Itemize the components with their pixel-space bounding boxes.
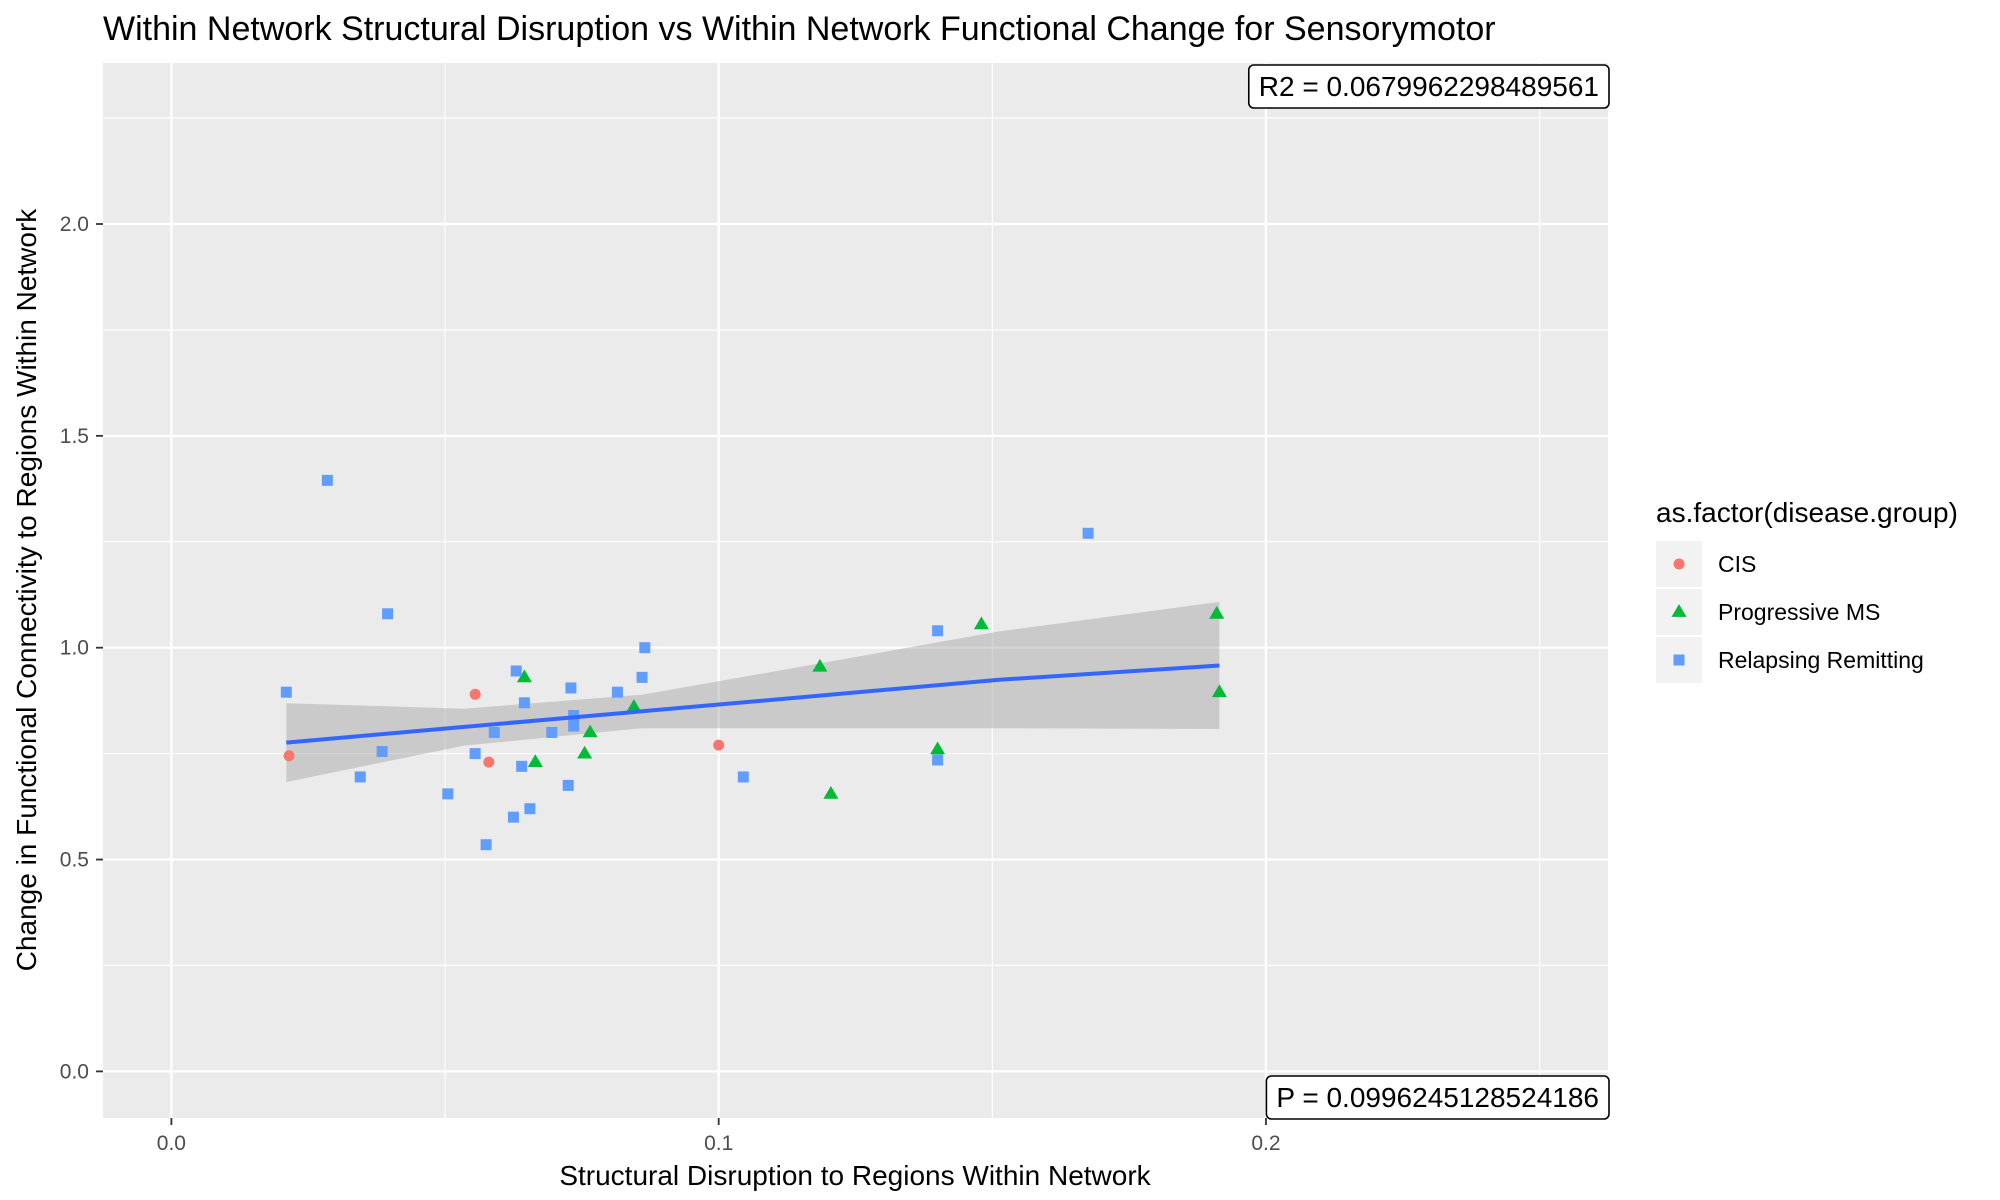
regression-line (286, 663, 1220, 745)
data-point (565, 682, 577, 694)
major-gridlines (103, 63, 1608, 1118)
y-tick-label: 1.0 (60, 637, 89, 660)
legend-key-symbol (1671, 604, 1687, 617)
minor-gridlines (103, 63, 1608, 1118)
p-label-box (1265, 1075, 1610, 1120)
data-point (469, 688, 481, 700)
legend-label: CIS (1718, 551, 1756, 577)
y-tick-label: 0.5 (60, 849, 89, 872)
legend: as.factor(disease.group) CIS Progressive … (1656, 497, 1958, 683)
data-point (577, 745, 593, 759)
data-point (518, 697, 530, 709)
data-point (562, 779, 574, 791)
data-point (546, 726, 558, 738)
data-point (280, 686, 292, 698)
plot-panel (103, 63, 1608, 1118)
y-axis-title: Change in Functional Connectivity to Reg… (11, 208, 42, 972)
data-point (376, 746, 388, 758)
legend-label: Relapsing Remitting (1718, 647, 1924, 673)
data-point (932, 625, 944, 637)
r2-label-box (1247, 64, 1610, 109)
r2-label: R2 = 0.0679962298489561 (1259, 71, 1599, 102)
data-point (626, 699, 642, 712)
legend-key-symbol (1673, 654, 1685, 666)
confidence-band (286, 601, 1220, 782)
x-tick-label: 0.1 (704, 1132, 733, 1155)
y-axis: 0.0 0.5 1.0 1.5 2.0 (60, 213, 103, 1083)
data-point (442, 788, 454, 800)
legend-title: as.factor(disease.group) (1656, 497, 1958, 528)
y-tick-label: 0.0 (60, 1060, 89, 1083)
data-point (516, 760, 528, 772)
data-point (283, 750, 295, 762)
data-point (973, 616, 989, 630)
data-point (524, 803, 536, 815)
legend-key-symbol (1673, 558, 1685, 570)
data-point (611, 686, 623, 698)
p-label: P = 0.0996245128524186 (1276, 1082, 1599, 1113)
data-point (932, 754, 944, 766)
data-point (516, 669, 532, 683)
data-point (354, 771, 366, 783)
data-point (510, 665, 522, 677)
data-point (568, 720, 580, 732)
data-point (823, 786, 839, 799)
x-tick-label: 0.2 (1251, 1132, 1280, 1155)
data-point (737, 771, 749, 783)
data-point (382, 608, 394, 620)
y-tick-label: 1.5 (60, 425, 89, 448)
data-point (527, 754, 543, 767)
x-axis: 0.0 0.1 0.2 (157, 1118, 1281, 1155)
y-tick-label: 2.0 (60, 213, 89, 236)
data-point (1211, 684, 1227, 698)
data-point (1082, 527, 1094, 539)
chart-title: Within Network Structural Disruption vs … (103, 10, 1496, 48)
data-point (469, 748, 481, 760)
data-point (321, 474, 333, 486)
data-point (480, 839, 492, 851)
x-axis-title: Structural Disruption to Regions Within … (559, 1160, 1151, 1191)
data-point (636, 671, 648, 683)
data-point (483, 756, 495, 768)
data-point (713, 739, 725, 751)
legend-label: Progressive MS (1718, 599, 1880, 625)
data-point (930, 741, 946, 755)
data-point (582, 724, 598, 738)
data-point (812, 658, 828, 672)
x-tick-label: 0.0 (157, 1132, 186, 1155)
data-point (488, 726, 500, 738)
p-annotation: P = 0.0996245128524186 (1265, 1075, 1610, 1120)
r2-annotation: R2 = 0.0679962298489561 (1247, 64, 1610, 109)
data-point (639, 642, 651, 654)
data-point (1209, 605, 1225, 619)
data-point (507, 811, 519, 823)
